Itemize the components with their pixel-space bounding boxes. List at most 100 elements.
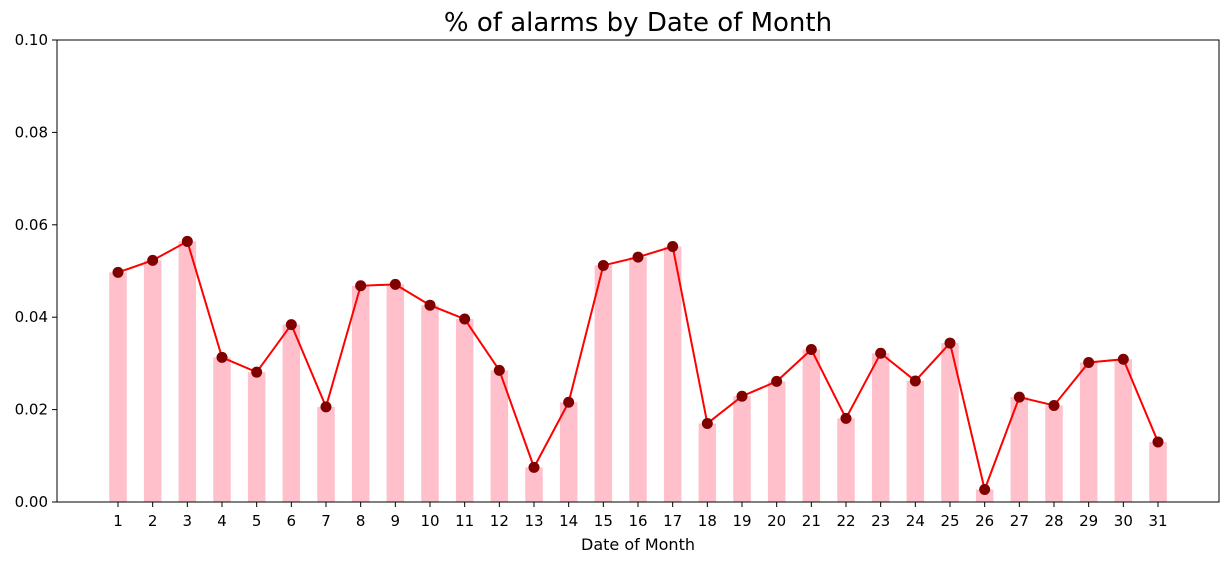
x-tick-label: 8 [356, 512, 366, 530]
x-tick-label: 22 [836, 512, 855, 530]
x-tick-label: 30 [1114, 512, 1133, 530]
x-tick-label: 7 [321, 512, 331, 530]
bar [282, 324, 301, 502]
bar [213, 357, 231, 502]
x-tick-label: 14 [559, 512, 578, 530]
y-tick-label: 0.04 [15, 308, 48, 326]
bar [559, 402, 578, 502]
line-point [251, 366, 263, 378]
x-axis: 1 2 3 4 5 6 7 8 9 10 11 12 13 14 15 16 17 18 19 20 21 22 23 24 2… [113, 502, 1168, 530]
x-tick-label: 3 [183, 512, 193, 530]
bar [421, 305, 439, 502]
x-tick-label: 18 [698, 512, 717, 530]
bar [733, 396, 751, 502]
x-tick-label: 17 [663, 512, 682, 530]
y-axis: 0.00 0.02 0.04 0.06 0.08 0.10 [15, 31, 57, 511]
bar [663, 246, 682, 502]
x-axis-title: Date of Month [581, 535, 695, 554]
bars-layer [109, 241, 1167, 502]
line-point [909, 375, 921, 387]
line-point [805, 344, 817, 356]
line-point [563, 396, 575, 408]
line-point [1048, 399, 1060, 411]
x-tick-label: 21 [802, 512, 821, 530]
bar [143, 260, 162, 502]
y-tick-label: 0.08 [15, 123, 48, 141]
y-tick-label: 0.06 [15, 216, 48, 234]
x-tick-label: 5 [252, 512, 262, 530]
line-layer [112, 235, 1164, 496]
x-tick-label: 24 [906, 512, 925, 530]
x-tick-label: 27 [1010, 512, 1029, 530]
bar [1149, 441, 1167, 502]
x-tick-label: 6 [287, 512, 297, 530]
line-point [771, 375, 783, 387]
line-point [597, 259, 609, 271]
line-point [528, 461, 540, 473]
x-tick-label: 10 [420, 512, 439, 530]
x-tick-label: 25 [940, 512, 959, 530]
bar [490, 370, 509, 502]
bar [629, 257, 647, 502]
x-tick-label: 29 [1079, 512, 1098, 530]
bar [767, 381, 786, 502]
y-tick-label: 0.02 [15, 401, 48, 419]
x-tick-label: 23 [871, 512, 890, 530]
line-point [355, 280, 367, 292]
line-point [736, 390, 748, 402]
x-tick-label: 16 [628, 512, 647, 530]
x-tick-label: 9 [391, 512, 401, 530]
bar [247, 372, 266, 502]
x-tick-label: 15 [594, 512, 613, 530]
line-point [875, 347, 887, 359]
y-tick-label: 0.10 [15, 31, 48, 49]
line-point [285, 319, 297, 331]
line-point [632, 251, 644, 263]
line-point [701, 417, 713, 429]
x-tick-label: 13 [524, 512, 543, 530]
line-point [1083, 356, 1095, 368]
chart-title: % of alarms by Date of Month [444, 8, 832, 38]
line-point [493, 364, 505, 376]
bar [906, 380, 925, 502]
bar [1079, 362, 1098, 502]
bar [525, 467, 543, 502]
line-point [840, 412, 852, 424]
bar [594, 265, 613, 502]
line-point [389, 278, 401, 290]
bar [386, 284, 405, 502]
x-tick-label: 19 [732, 512, 751, 530]
x-tick-label: 12 [490, 512, 509, 530]
y-tick-label: 0.00 [15, 493, 48, 511]
bar [455, 319, 474, 502]
bar [1045, 405, 1063, 502]
line-point [1013, 391, 1025, 403]
line-point [320, 401, 332, 413]
x-tick-label: 1 [113, 512, 123, 530]
x-tick-label: 2 [148, 512, 158, 530]
bar [802, 349, 821, 502]
bar [351, 285, 370, 502]
x-tick-label: 20 [767, 512, 786, 530]
x-tick-label: 31 [1148, 512, 1167, 530]
bar [941, 343, 959, 502]
bar [837, 418, 855, 502]
x-tick-label: 26 [975, 512, 994, 530]
line-point [667, 241, 679, 253]
bar [871, 353, 890, 502]
bar [698, 423, 717, 502]
line-point [112, 266, 124, 278]
x-tick-label: 11 [455, 512, 474, 530]
line-point [216, 351, 228, 363]
line-point [459, 313, 471, 325]
bar [178, 241, 197, 502]
bar [317, 406, 335, 502]
x-tick-label: 4 [217, 512, 227, 530]
line-point [1152, 436, 1164, 448]
bar [1114, 359, 1133, 502]
line-point [944, 337, 956, 349]
line-point [1117, 353, 1129, 365]
bar [1010, 397, 1029, 502]
x-tick-label: 28 [1044, 512, 1063, 530]
